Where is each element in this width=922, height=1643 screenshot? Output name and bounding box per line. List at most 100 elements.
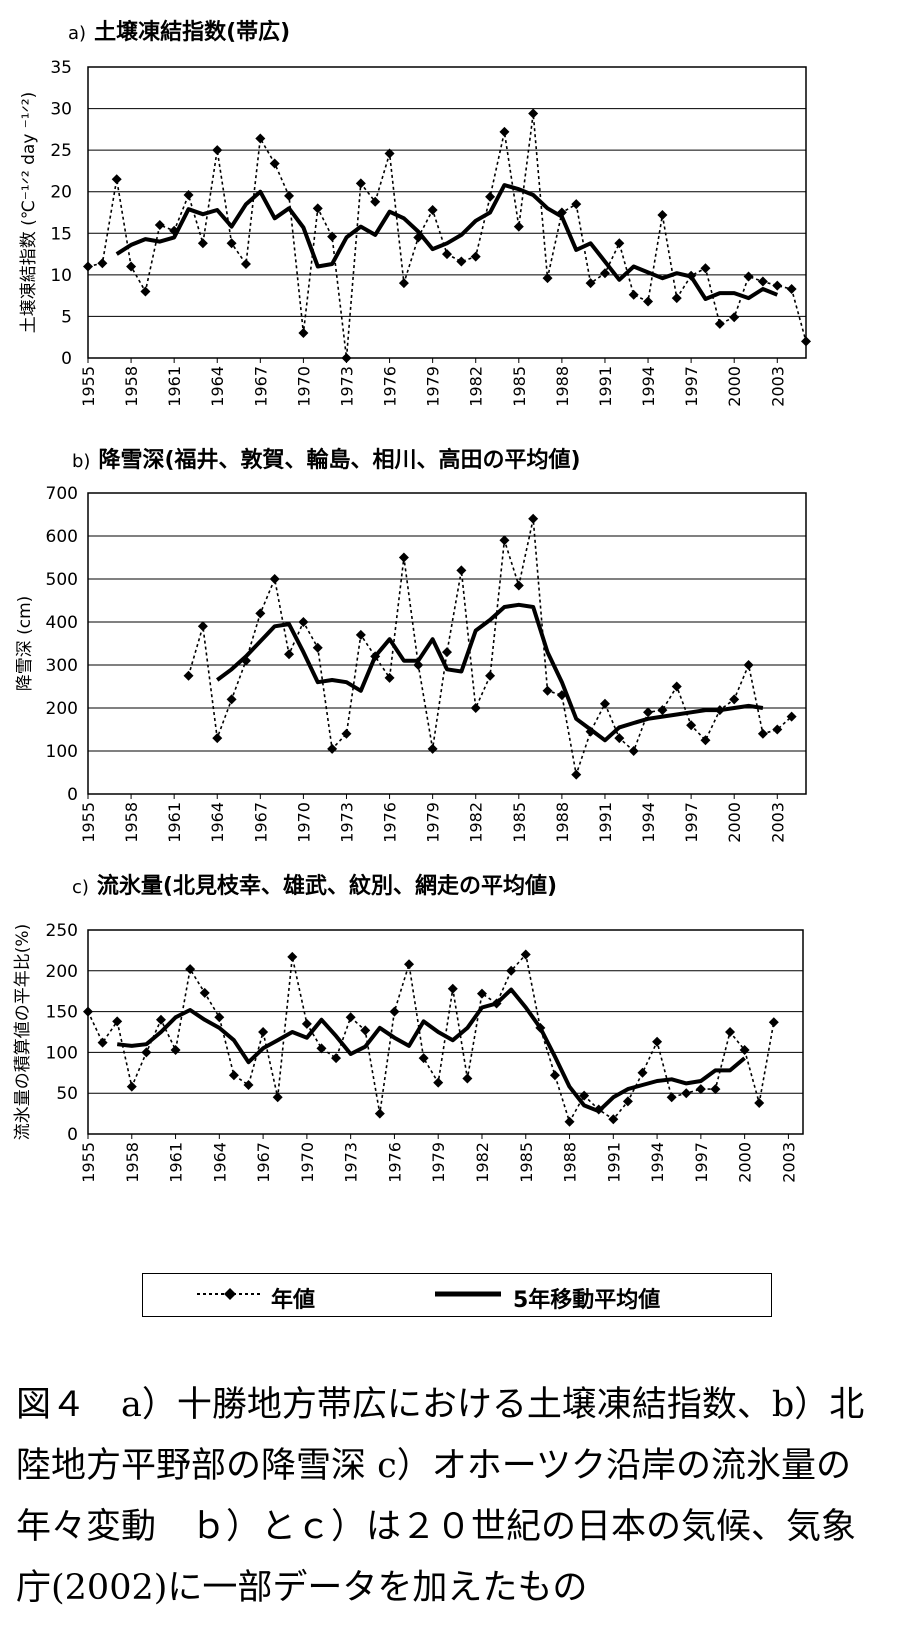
c-annual-point <box>520 949 531 960</box>
legend-moving-avg-label: 5年移動平均値 <box>513 1288 661 1313</box>
b-xtick-label: 1997 <box>682 802 701 843</box>
b-annual-point <box>269 574 280 584</box>
c-annual-point <box>360 1025 371 1036</box>
a-annual-point <box>671 293 682 304</box>
a-annual-point <box>327 231 338 242</box>
b-ytick-label: 400 <box>46 613 78 633</box>
a-xtick-label: 1979 <box>424 366 443 407</box>
b-xtick-label: 1970 <box>294 802 313 843</box>
c-ytick-label: 150 <box>46 1003 78 1023</box>
a-ytick-label: 25 <box>50 141 72 161</box>
a-annual-point <box>284 190 295 201</box>
c-annual-point <box>695 1084 706 1095</box>
b-annual-point <box>671 681 682 692</box>
a-xtick-label: 1985 <box>510 366 529 407</box>
a-plot-frame <box>87 66 807 359</box>
b-annual-point <box>599 698 610 709</box>
b-ytick-label: 200 <box>46 699 78 719</box>
c-annual-point <box>564 1116 575 1127</box>
a-xtick-label: 1970 <box>294 366 313 407</box>
b-annual-point <box>327 743 338 754</box>
c-annual-point <box>287 951 298 962</box>
b-xtick-label: 1979 <box>424 802 443 843</box>
a-annual-point <box>427 205 438 216</box>
b-annual-point <box>398 552 409 563</box>
c-annual-point <box>622 1096 633 1107</box>
c-xtick-label: 1976 <box>385 1142 404 1183</box>
a-xtick-label: 1976 <box>381 366 400 407</box>
a-annual-point <box>513 221 524 232</box>
a-annual-point <box>97 258 108 269</box>
a-annual-point <box>499 126 510 137</box>
a-xtick-label: 1955 <box>79 366 98 407</box>
a-annual-point <box>83 261 93 272</box>
a-xtick-label: 1958 <box>122 366 141 407</box>
b-xtick-label: 2003 <box>768 802 787 843</box>
a-annual-point <box>714 318 725 329</box>
a-annual-point <box>240 259 251 270</box>
a-annual-point <box>772 280 783 291</box>
c-annual-point <box>112 1016 123 1027</box>
a-annual-point <box>643 296 654 307</box>
a-annual-point <box>197 238 208 249</box>
figure-caption: 図４ a）十勝地方帯広における土壌凍結指数、b）北 陸地方平野部の降雪深 c）オ… <box>16 1375 916 1619</box>
chart-c-letter: c) <box>72 877 89 898</box>
chart-c-title-text: 流氷量(北見枝幸、雄武、紋別、網走の平均値) <box>96 874 558 899</box>
a-moving-average-line <box>115 183 779 301</box>
b-annual-point <box>499 535 510 546</box>
c-xtick-label: 1961 <box>167 1142 186 1183</box>
c-annual-point <box>462 1073 473 1084</box>
c-annual-point <box>768 1017 779 1028</box>
b-annual-point <box>255 608 266 619</box>
a-xtick-label: 1964 <box>208 366 227 407</box>
a-annual-point <box>384 148 395 159</box>
c-plot-frame <box>87 929 804 1135</box>
b-xtick-label: 1961 <box>165 802 184 843</box>
a-annual-point <box>571 199 582 210</box>
b-annual-point <box>528 513 539 524</box>
a-xtick-label: 1982 <box>467 366 486 407</box>
a-xtick-label: 1988 <box>553 366 572 407</box>
b-annual-point <box>757 728 768 739</box>
c-annual-point <box>666 1092 677 1103</box>
a-annual-point <box>700 263 711 274</box>
a-annual-point <box>255 133 266 144</box>
b-annual-point <box>786 711 797 722</box>
a-annual-point <box>212 145 223 156</box>
a-annual-point <box>786 283 797 294</box>
c-annual-point <box>476 988 487 999</box>
a-annual-point <box>398 278 409 289</box>
c-xtick-label: 1958 <box>123 1142 142 1183</box>
b-annual-point <box>341 728 352 739</box>
c-annual-point <box>652 1036 663 1047</box>
c-annual-point <box>404 959 415 970</box>
a-xtick-label: 1994 <box>639 366 658 407</box>
a-annual-point <box>355 178 366 189</box>
chart-a-title-text: 土壌凍結指数(帯広) <box>94 20 291 45</box>
b-annual-point <box>212 733 223 744</box>
b-xtick-label: 1994 <box>639 802 658 843</box>
c-xtick-label: 2003 <box>779 1142 798 1183</box>
b-annual-point <box>312 642 323 653</box>
a-annual-point <box>757 276 768 287</box>
chart-b-letter: b) <box>72 451 91 472</box>
b-annual-point <box>729 694 740 705</box>
b-xtick-label: 1955 <box>79 802 98 843</box>
b-annual-point <box>643 707 654 718</box>
c-xtick-label: 1988 <box>561 1142 580 1183</box>
b-annual-point <box>456 565 467 576</box>
c-annual-point <box>155 1014 166 1025</box>
c-ytick-label: 50 <box>56 1084 78 1104</box>
b-annual-point <box>226 694 237 705</box>
a-annual-point <box>528 108 539 119</box>
c-xtick-label: 2000 <box>736 1142 755 1183</box>
a-annual-point <box>628 289 639 300</box>
a-annual-point <box>226 238 237 249</box>
a-annual-point <box>111 174 122 185</box>
c-annual-point <box>214 1012 225 1023</box>
b-annual-point <box>628 746 639 756</box>
a-annual-point <box>743 271 754 282</box>
chart-a-title: a) 土壌凍結指数(帯広) <box>68 14 290 46</box>
